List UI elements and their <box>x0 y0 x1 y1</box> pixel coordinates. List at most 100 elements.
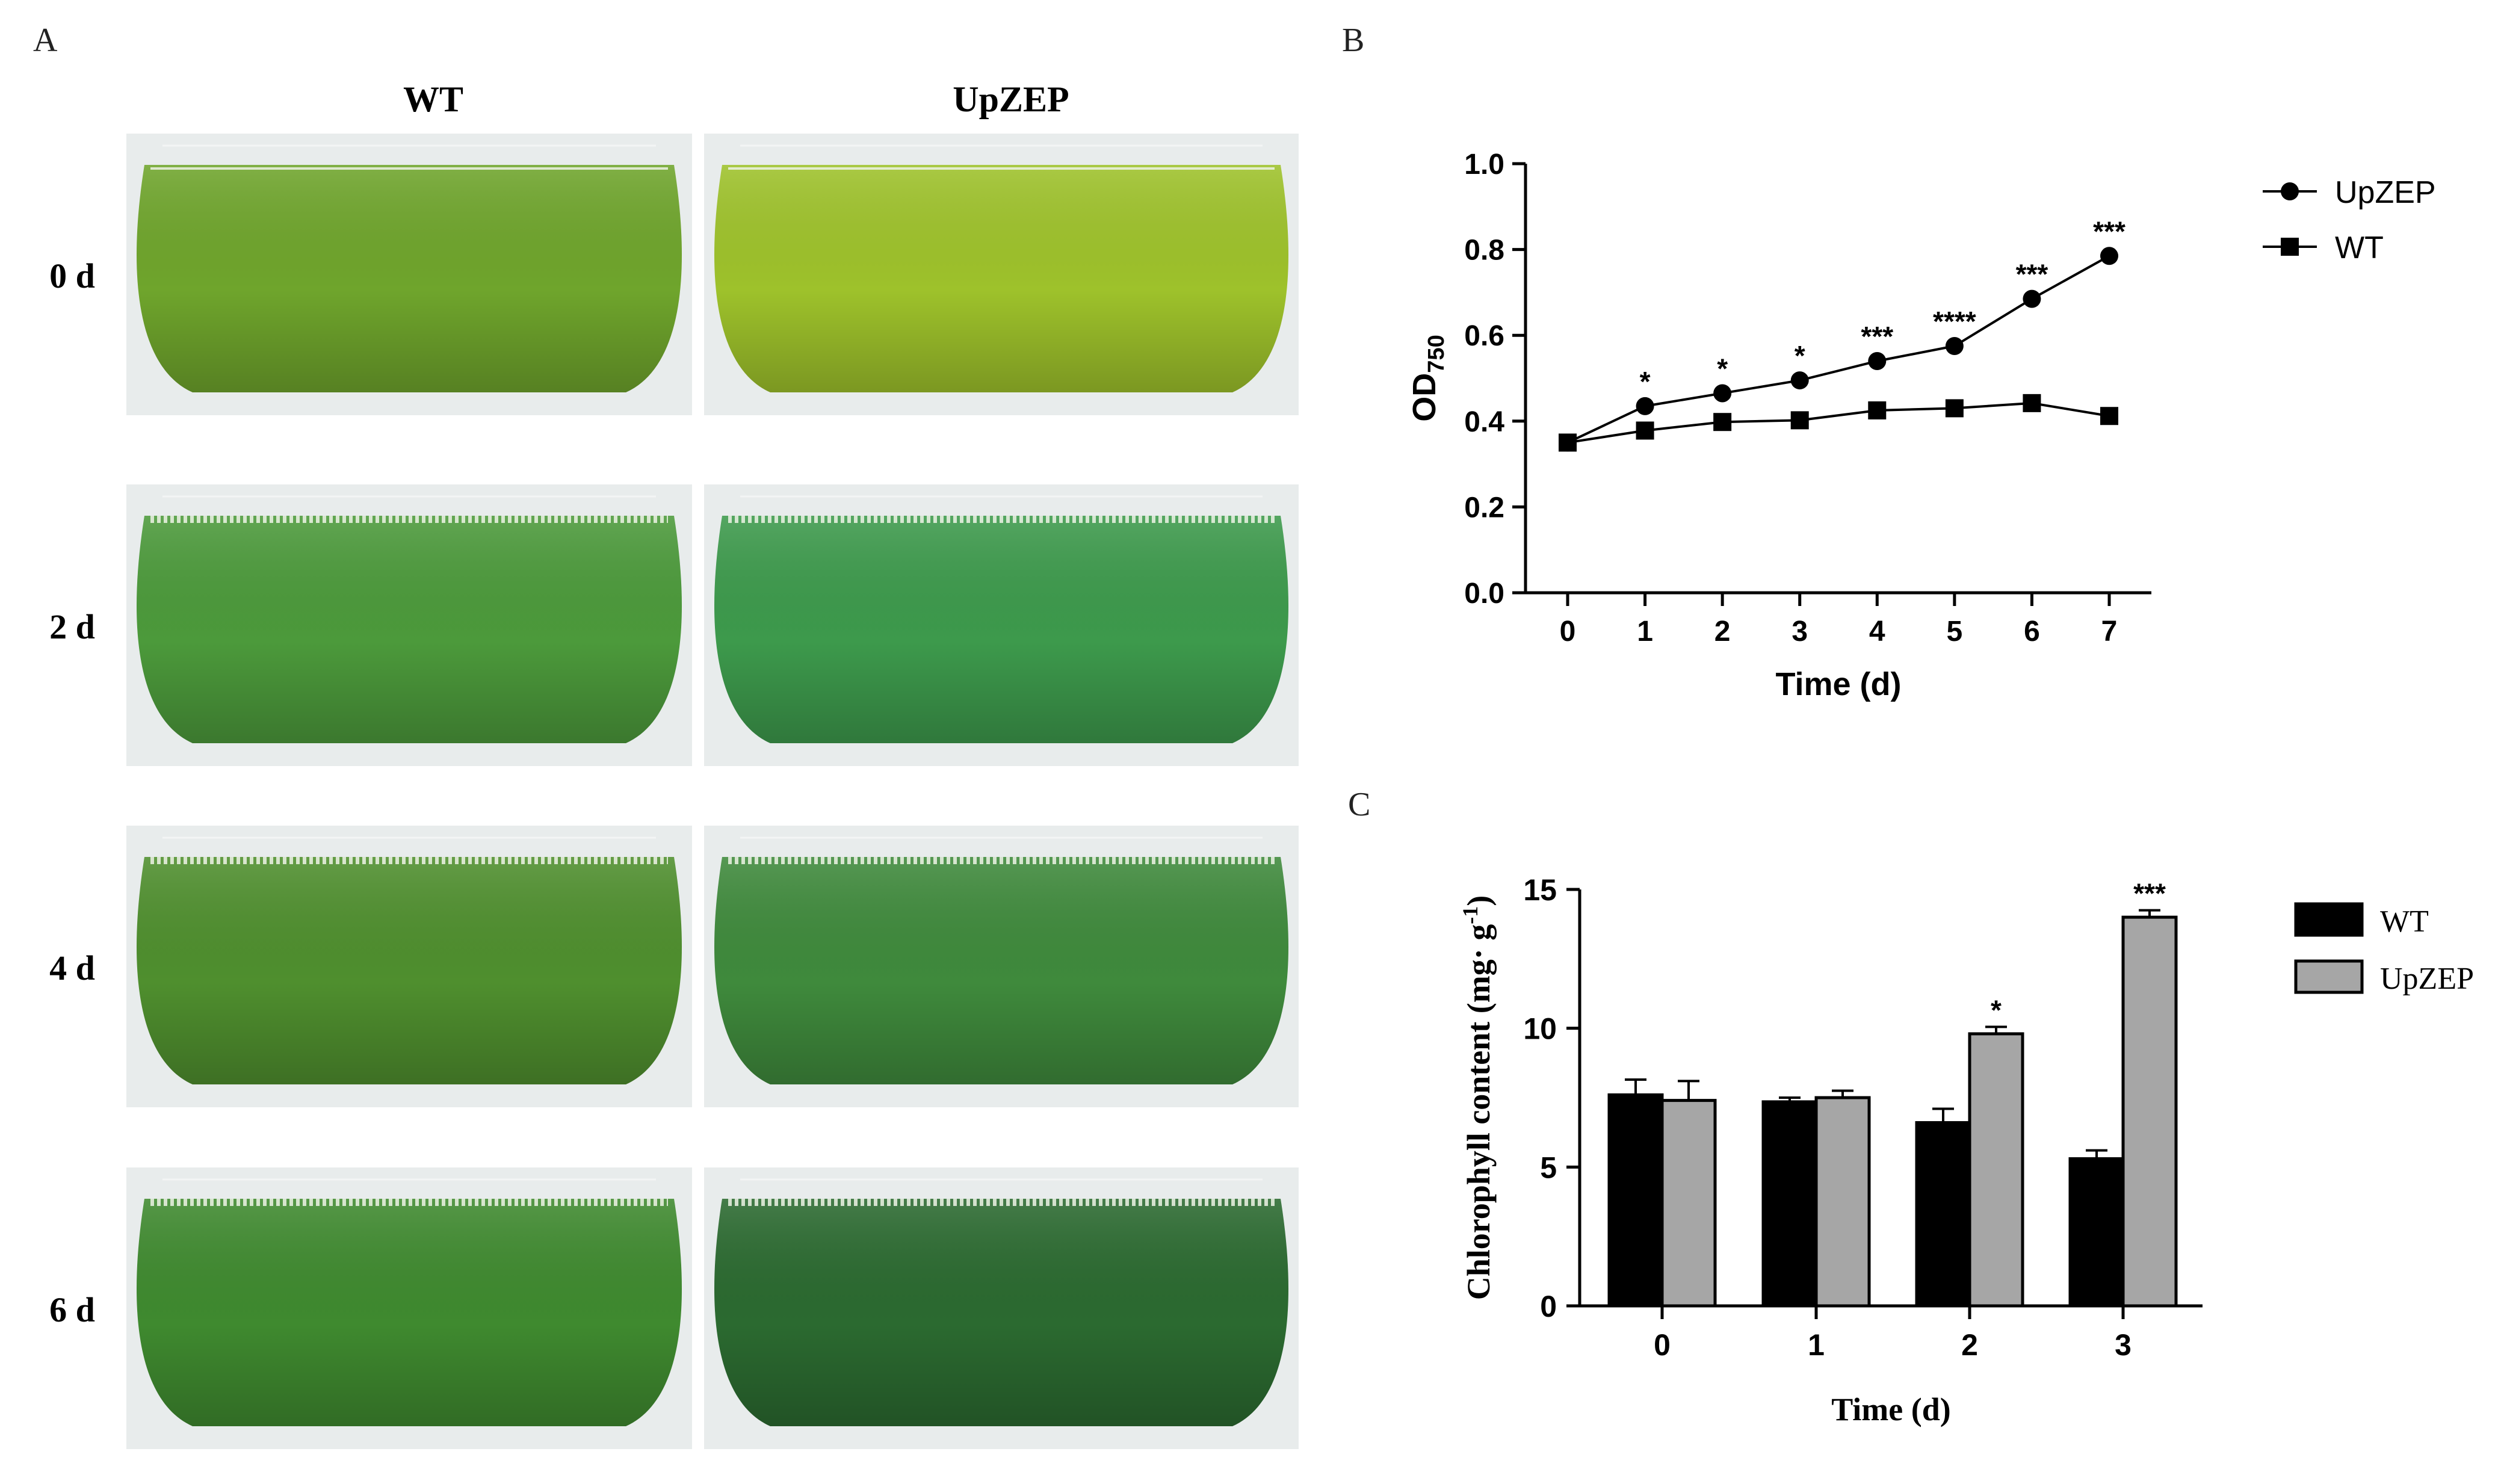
significance-label: * <box>1717 353 1728 384</box>
data-point-wt <box>1790 411 1809 430</box>
data-point-wt <box>1713 413 1732 431</box>
bar-upzep <box>1968 1032 2024 1308</box>
y-axis-title: Chlorophyll content (mg· g-1) <box>1458 895 1497 1300</box>
series-line-upzep <box>1567 255 2110 444</box>
y-tick-label: 0 <box>1540 1290 1557 1323</box>
data-point-wt <box>1559 433 1577 452</box>
x-tick-label: 3 <box>2115 1328 2132 1362</box>
row-label: 4 d <box>49 948 95 988</box>
data-point-wt <box>1945 399 1964 418</box>
data-point-upzep <box>1636 397 1654 415</box>
row-label: 0 d <box>49 256 95 295</box>
photo-row-3: 6 d <box>49 1167 1299 1449</box>
significance-label: * <box>1991 994 2002 1025</box>
panel-c: C 0 5 10 15 0 1 2 * 3 *** Time (d) Chlorophyll cont… <box>1348 786 2474 1427</box>
flask-photo-upzep <box>704 826 1299 1107</box>
photo-row-0: 0 d <box>49 134 1299 415</box>
data-point-upzep <box>2100 247 2118 265</box>
y-tick-label: 0.0 <box>1464 578 1504 610</box>
x-tick-label: 0 <box>1654 1328 1671 1362</box>
y-tick-label: 0.4 <box>1464 406 1504 438</box>
data-point-wt <box>1868 401 1887 419</box>
data-point-wt <box>1636 421 1654 440</box>
flask-photo-wt <box>126 826 692 1107</box>
liquid-shading <box>136 857 682 1084</box>
bar-upzep <box>1660 1099 1717 1308</box>
liquid-shading <box>136 516 682 743</box>
data-point-upzep <box>1790 371 1809 390</box>
x-tick-label: 1 <box>1808 1328 1825 1362</box>
significance-label: *** <box>1861 321 1893 352</box>
column-label-wt: WT <box>403 79 463 119</box>
flask-photo-upzep <box>704 1167 1299 1449</box>
liquid-shading <box>714 516 1289 743</box>
significance-label: *** <box>2016 259 2048 290</box>
panel-a-label: A <box>33 22 58 59</box>
bar-wt <box>1761 1100 1818 1308</box>
photo-grid: 0 d 2 d 4 d 6 d <box>49 134 1299 1449</box>
x-tick-label: 5 <box>1947 616 1963 648</box>
panel-b: B 0.0 0.2 0.4 0.6 0.8 1.0 0 1 2 3 4 5 6 7 Time (d) OD75… <box>1342 22 2436 702</box>
panel-b-label: B <box>1342 22 1364 59</box>
liquid-shading <box>136 165 682 392</box>
liquid-shading <box>714 857 1289 1084</box>
data-point-upzep <box>1868 351 1887 370</box>
y-tick-label: 10 <box>1523 1012 1557 1046</box>
y-tick-label: 0.2 <box>1464 492 1504 524</box>
data-point-wt <box>2100 407 2118 425</box>
x-tick-label: 0 <box>1560 616 1576 648</box>
y-tick-label: 1.0 <box>1464 149 1504 181</box>
y-axis-title-subscript: 750 <box>1424 335 1449 373</box>
series-line-wt <box>1567 401 2110 444</box>
y-tick-label: 0.8 <box>1464 235 1504 267</box>
x-tick-label: 6 <box>2024 616 2040 648</box>
bar-wt <box>1915 1121 1971 1308</box>
x-tick-label: 7 <box>2101 616 2118 648</box>
data-point-upzep <box>1713 384 1732 403</box>
liquid-shading <box>136 1199 682 1426</box>
x-axis-title: Time (d) <box>1775 666 1901 702</box>
y-axis-title-close: ) <box>1461 895 1497 906</box>
x-tick-label: 3 <box>1792 616 1808 648</box>
y-axis-title: OD750 <box>1406 335 1449 421</box>
flask-photo-wt <box>126 134 692 415</box>
legend-label: WT <box>2335 230 2384 265</box>
bar-upzep <box>2121 915 2178 1308</box>
data-point-upzep <box>1945 337 1964 356</box>
bar-upzep <box>1814 1096 1871 1308</box>
legend-label: WT <box>2380 904 2429 939</box>
flask-photo-upzep <box>704 134 1299 415</box>
flask-photo-wt <box>126 484 692 766</box>
od-line-chart: 0.0 0.2 0.4 0.6 0.8 1.0 0 1 2 3 4 5 6 7 Time (d) OD750 *… <box>1406 149 2436 702</box>
significance-label: *** <box>2133 878 2166 909</box>
y-tick-label: 15 <box>1523 873 1557 907</box>
flask-photo-upzep <box>704 484 1299 766</box>
legend-marker-circle <box>2281 182 2299 200</box>
x-tick-label: 2 <box>1961 1328 1978 1362</box>
significance-label: **** <box>1933 306 1976 337</box>
row-label: 2 d <box>49 607 95 646</box>
photo-row-1: 2 d <box>49 484 1299 766</box>
legend-swatch <box>2294 959 2364 994</box>
row-label: 6 d <box>49 1290 95 1329</box>
legend-marker-square <box>2281 238 2299 256</box>
x-tick-label: 1 <box>1637 616 1653 648</box>
bar-wt <box>1607 1093 1664 1308</box>
flask-photo-wt <box>126 1167 692 1449</box>
x-tick-label: 4 <box>1869 616 1885 648</box>
y-axis-title-superscript: -1 <box>1458 906 1482 924</box>
liquid-shading <box>714 165 1289 392</box>
bar-wt <box>2068 1157 2125 1308</box>
photo-row-2: 4 d <box>49 826 1299 1107</box>
data-point-wt <box>2023 394 2041 412</box>
legend-swatch <box>2294 902 2364 937</box>
data-point-upzep <box>2023 289 2041 308</box>
x-axis-title: Time (d) <box>1831 1391 1951 1427</box>
y-tick-label: 5 <box>1540 1151 1557 1184</box>
chlorophyll-bar-chart: 0 5 10 15 0 1 2 * 3 *** Time (d) Chlorophyll conten… <box>1458 873 2474 1427</box>
y-tick-label: 0.6 <box>1464 320 1504 352</box>
liquid-shading <box>714 1199 1289 1426</box>
significance-label: *** <box>2093 215 2125 247</box>
x-tick-label: 2 <box>1714 616 1731 648</box>
